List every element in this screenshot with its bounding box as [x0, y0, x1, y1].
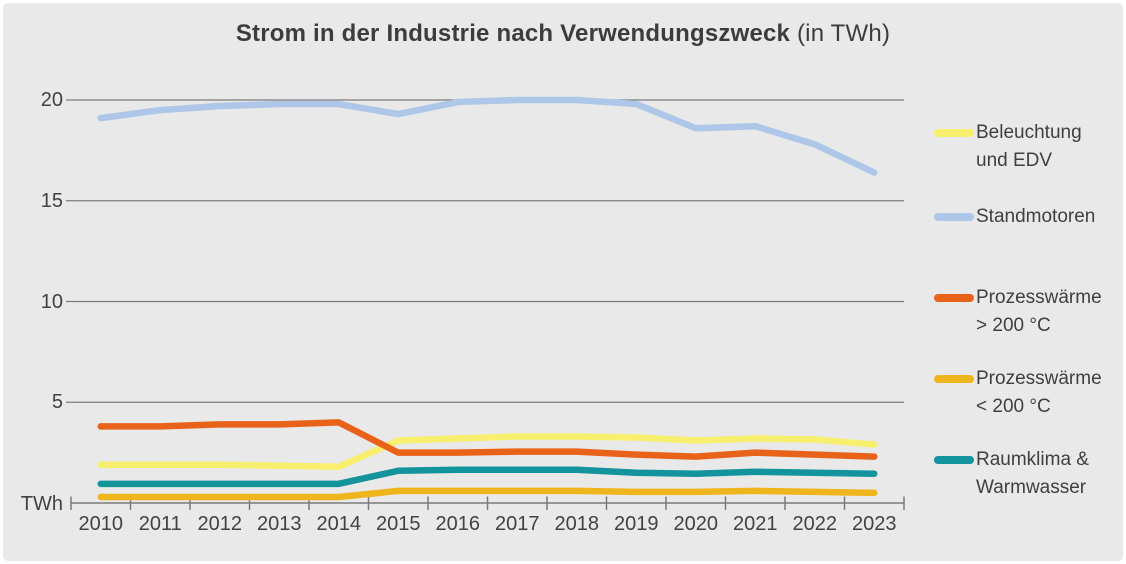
legend-swatch-beleuchtung-und-edv — [934, 129, 974, 137]
chart-title-main: Strom in der Industrie nach Verwendungsz… — [235, 20, 791, 47]
x-axis-tick-label: 2020 — [673, 513, 719, 535]
legend-label-line: Raumklima & — [976, 449, 1089, 470]
legend-label: Raumklima & Warmwasser — [976, 446, 1089, 502]
chart-legend: Beleuchtung und EDV Standmotoren Prozess… — [934, 3, 1123, 561]
chart-title-unit: (in TWh) — [790, 20, 891, 47]
x-axis-tick-label: 2022 — [792, 513, 838, 535]
x-axis-tick-label: 2012 — [197, 513, 243, 535]
x-axis-tick-label: 2023 — [852, 513, 897, 535]
x-axis-tick-label: 2011 — [138, 513, 182, 535]
legend-item-prozesswaerme-unter-200: Prozesswärme < 200 °C — [934, 365, 1102, 421]
legend-label: Prozesswärme > 200 °C — [976, 284, 1102, 340]
legend-label: Prozesswärme < 200 °C — [976, 365, 1102, 421]
legend-swatch-prozesswaerme-unter-200 — [934, 375, 974, 383]
x-axis-tick-label: 2010 — [78, 513, 124, 535]
series-line-2 — [97, 419, 878, 460]
legend-label-line: und EDV — [976, 150, 1053, 171]
legend-label: Beleuchtung und EDV — [976, 119, 1082, 175]
x-axis-tick-label: 2013 — [257, 513, 302, 535]
x-axis-tick-label: 2019 — [614, 513, 659, 535]
legend-item-beleuchtung-und-edv: Beleuchtung und EDV — [934, 119, 1082, 175]
chart-canvas — [66, 96, 905, 510]
y-axis-unit-label: TWh — [20, 493, 63, 515]
series-line-3 — [97, 487, 878, 501]
legend-label-line: Warmwasser — [976, 477, 1087, 498]
legend-swatch-prozesswaerme-ueber-200 — [934, 294, 974, 302]
x-axis-tick-label: 2018 — [554, 513, 600, 535]
x-axis-tick-label: 2015 — [376, 513, 421, 535]
legend-item-prozesswaerme-ueber-200: Prozesswärme > 200 °C — [934, 284, 1102, 340]
x-axis-tick-label: 2014 — [316, 513, 362, 535]
legend-swatch-raumklima-warmwasser — [934, 456, 974, 464]
legend-swatch-standmotoren — [934, 213, 974, 221]
series-line-4 — [97, 466, 878, 488]
legend-item-standmotoren: Standmotoren — [934, 203, 1095, 231]
legend-label-line: Prozesswärme — [976, 368, 1102, 389]
legend-label-line: Beleuchtung — [976, 122, 1082, 143]
chart-title: Strom in der Industrie nach Verwendungsz… — [3, 20, 1123, 48]
y-axis-tick-label: 15 — [40, 189, 63, 212]
x-axis-tick-label: 2021 — [733, 513, 778, 535]
x-axis-tick-label: 2016 — [435, 513, 481, 535]
series-line-0 — [97, 433, 878, 470]
y-axis-tick-label: 20 — [40, 89, 63, 111]
y-axis-tick-label: 10 — [40, 290, 63, 313]
legend-item-raumklima-warmwasser: Raumklima & Warmwasser — [934, 446, 1089, 502]
y-axis-tick-label: 5 — [51, 391, 63, 414]
x-axis-tick-label: 2017 — [495, 513, 540, 535]
legend-label-line: Prozesswärme — [976, 287, 1102, 308]
legend-label-line: < 200 °C — [976, 396, 1051, 417]
series-line-1 — [97, 96, 878, 176]
legend-label-line: Standmotoren — [976, 206, 1096, 227]
legend-label-line: > 200 °C — [976, 315, 1051, 336]
legend-label: Standmotoren — [976, 203, 1095, 231]
